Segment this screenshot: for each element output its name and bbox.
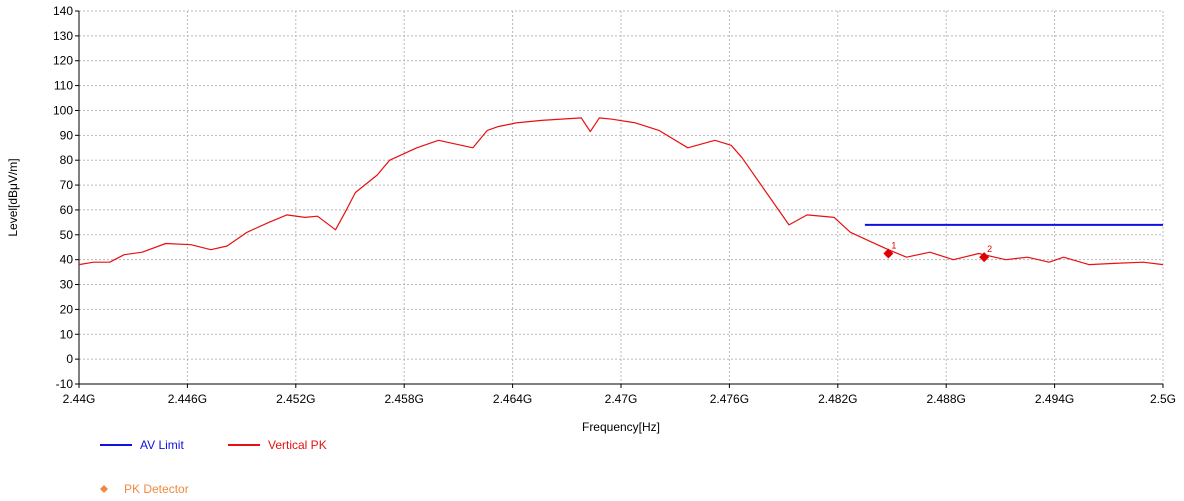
x-axis-label: Frequency[Hz] <box>582 420 660 434</box>
legend-swatch-pk-detector <box>100 485 108 493</box>
y-tick-label: 140 <box>53 4 73 18</box>
peak-marker-2 <box>979 252 990 263</box>
axes: -10 0 10 20 30 40 50 60 70 80 90 100 110 120 130 140 2.4… <box>53 4 1176 406</box>
vertical-pk-line <box>78 117 1164 266</box>
legend-label-av-limit[interactable]: AV Limit <box>140 438 184 452</box>
x-tick-label: 2.488G <box>927 392 966 406</box>
x-tick-label: 2.476G <box>710 392 749 406</box>
y-tick-label: 120 <box>53 54 73 68</box>
x-tick-label: 2.482G <box>818 392 857 406</box>
y-tick-label: 30 <box>60 278 74 292</box>
peak-marker-label-1: 1 <box>891 240 896 250</box>
grid <box>78 10 1164 385</box>
x-tick-label: 2.5G <box>1150 392 1176 406</box>
peak-marker-label-2: 2 <box>987 244 992 254</box>
y-tick-label: 10 <box>60 327 74 341</box>
x-tick-label: 2.47G <box>605 392 638 406</box>
legend-label-pk-detector[interactable]: PK Detector <box>124 482 189 496</box>
series-layer <box>78 117 1164 266</box>
y-tick-label: -10 <box>56 377 74 391</box>
y-tick-label: 50 <box>60 228 74 242</box>
y-tick-label: 100 <box>53 103 73 117</box>
y-tick-label: 110 <box>54 79 73 93</box>
x-tick-label: 2.458G <box>385 392 424 406</box>
y-axis-label: Level[dBμV/m] <box>6 158 20 236</box>
y-tick-label: 70 <box>60 178 74 192</box>
x-tick-label: 2.44G <box>63 392 96 406</box>
x-tick-label: 2.494G <box>1035 392 1074 406</box>
y-tick-label: 60 <box>60 203 74 217</box>
y-tick-label: 80 <box>60 153 74 167</box>
y-tick-label: 40 <box>60 253 74 267</box>
x-tick-label: 2.464G <box>493 392 532 406</box>
y-tick-label: 20 <box>60 302 74 316</box>
y-tick-label: 0 <box>66 352 73 366</box>
x-tick-label: 2.452G <box>276 392 315 406</box>
legend[interactable]: AV Limit Vertical PK PK Detector <box>100 438 327 496</box>
y-tick-label: 90 <box>60 128 74 142</box>
peak-marker-1 <box>883 248 894 259</box>
legend-label-vertical-pk[interactable]: Vertical PK <box>268 438 327 452</box>
y-tick-label: 130 <box>53 29 73 43</box>
x-tick-label: 2.446G <box>168 392 207 406</box>
